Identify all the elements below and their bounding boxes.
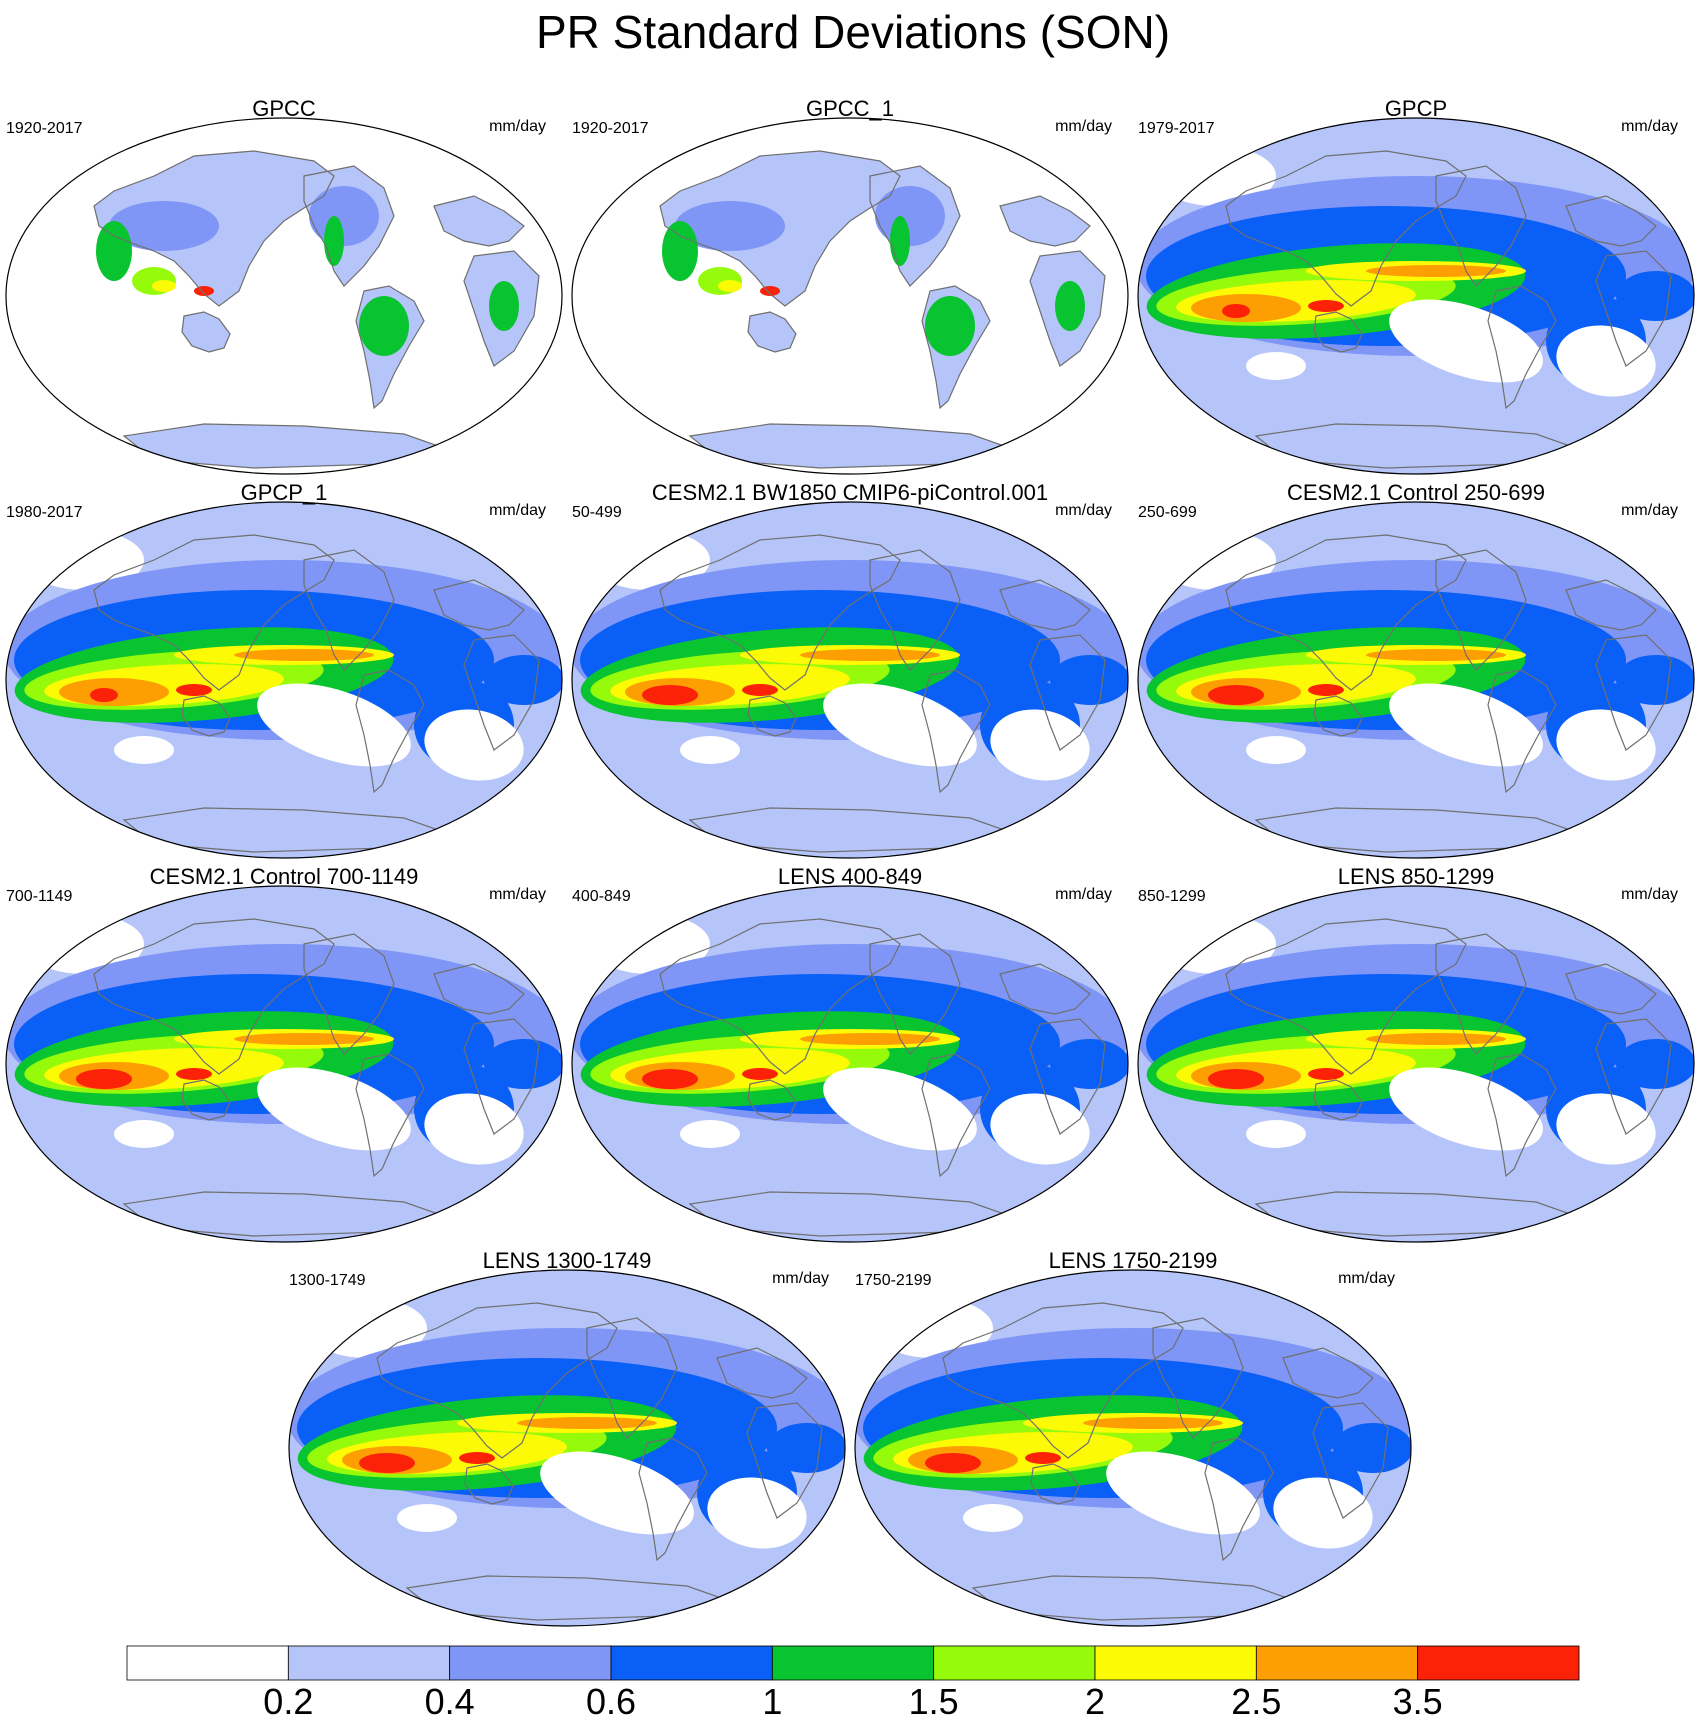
panel-units: mm/day xyxy=(1621,886,1678,903)
panel-units: mm/day xyxy=(772,1270,829,1287)
figure-title: PR Standard Deviations (SON) xyxy=(535,6,1171,58)
panel-title: LENS 1750-2199 xyxy=(1048,1248,1218,1273)
map-panel: LENS 1300-1749 1300-1749 mm/day xyxy=(287,1248,847,1628)
precip-std-map xyxy=(854,1269,1412,1627)
panel-units: mm/day xyxy=(1621,502,1678,519)
panel-period: 1980-2017 xyxy=(6,504,83,521)
panel-title: LENS 850-1299 xyxy=(1337,864,1495,889)
panel-period: 1300-1749 xyxy=(289,1272,366,1289)
panel-title: LENS 400-849 xyxy=(777,864,923,889)
map-panel: GPCC 1920-2017 mm/day xyxy=(4,96,564,476)
precip-std-map xyxy=(1137,117,1695,475)
panel-title: GPCP xyxy=(1384,96,1448,121)
colorbar-tick-label: 1 xyxy=(762,1681,783,1722)
map-panel: GPCP 1979-2017 mm/day xyxy=(1136,96,1696,476)
colorbar-labels: 0.2 0.4 0.6 1 1.5 2 2.5 3.5 xyxy=(0,1682,1706,1726)
panel-title: CESM2.1 Control 250-699 xyxy=(1286,480,1546,505)
colorbar-swatch xyxy=(1094,1645,1257,1681)
colorbar-tick-label: 0.6 xyxy=(585,1681,637,1722)
map-panel: CESM2.1 Control 250-699 250-699 mm/day xyxy=(1136,480,1696,860)
precip-std-map xyxy=(5,885,563,1243)
panel-title: LENS 1300-1749 xyxy=(482,1248,652,1273)
colorbar-swatch xyxy=(610,1645,773,1681)
precip-std-map xyxy=(5,117,563,475)
colorbar-swatch xyxy=(771,1645,935,1681)
precip-std-map xyxy=(571,117,1129,475)
panel-period: 1920-2017 xyxy=(6,120,83,137)
panel-period: 850-1299 xyxy=(1138,888,1206,905)
colorbar-tick-label: 0.2 xyxy=(263,1681,314,1722)
precip-std-map xyxy=(1137,501,1695,859)
panel-units: mm/day xyxy=(1338,1270,1395,1287)
map-panel: CESM2.1 BW1850 CMIP6-piControl.001 50-499… xyxy=(570,480,1130,860)
colorbar-swatch xyxy=(449,1645,612,1681)
map-panel: GPCP_1 1980-2017 mm/day xyxy=(4,480,564,860)
panel-period: 700-1149 xyxy=(6,888,73,905)
map-panel: LENS 400-849 400-849 mm/day xyxy=(570,864,1130,1244)
map-panel: CESM2.1 Control 700-1149 700-1149 mm/day xyxy=(4,864,564,1244)
precip-std-map xyxy=(5,501,563,859)
colorbar-swatch xyxy=(1255,1645,1419,1681)
colorbar-swatch xyxy=(287,1645,451,1681)
panel-units: mm/day xyxy=(489,118,546,135)
precip-std-map xyxy=(571,885,1129,1243)
panel-units: mm/day xyxy=(489,886,546,903)
colorbar-tick-label: 1.5 xyxy=(908,1681,959,1722)
map-panel: LENS 850-1299 850-1299 mm/day xyxy=(1136,864,1696,1244)
panel-title: GPCP_1 xyxy=(240,480,328,505)
panel-period: 50-499 xyxy=(572,504,622,521)
precip-std-map xyxy=(288,1269,846,1627)
colorbar-tick-label: 0.4 xyxy=(424,1681,475,1722)
colorbar-tick-label: 2.5 xyxy=(1231,1681,1282,1722)
panel-units: mm/day xyxy=(1055,886,1112,903)
precip-std-map xyxy=(571,501,1129,859)
panel-units: mm/day xyxy=(1055,118,1112,135)
panel-title: GPCC_1 xyxy=(805,96,895,121)
colorbar-swatch xyxy=(933,1645,1096,1681)
panel-period: 1750-2199 xyxy=(855,1272,932,1289)
colorbar-swatch xyxy=(126,1645,289,1681)
panel-title: GPCC xyxy=(252,96,316,121)
panel-period: 1920-2017 xyxy=(572,120,649,137)
panel-title: CESM2.1 BW1850 CMIP6-piControl.001 xyxy=(651,480,1049,505)
panel-units: mm/day xyxy=(1055,502,1112,519)
map-panel: GPCC_1 1920-2017 mm/day xyxy=(570,96,1130,476)
panel-units: mm/day xyxy=(1621,118,1678,135)
precip-std-map xyxy=(1137,885,1695,1243)
colorbar-swatch xyxy=(1417,1645,1580,1681)
panel-title: CESM2.1 Control 700-1149 xyxy=(149,864,419,889)
panel-period: 400-849 xyxy=(572,888,631,905)
colorbar-tick-label: 2 xyxy=(1084,1681,1106,1722)
map-panel: LENS 1750-2199 1750-2199 mm/day xyxy=(853,1248,1413,1628)
colorbar-tick-label: 3.5 xyxy=(1392,1681,1443,1722)
panel-period: 250-699 xyxy=(1138,504,1197,521)
panel-units: mm/day xyxy=(489,502,546,519)
panel-period: 1979-2017 xyxy=(1138,120,1215,137)
